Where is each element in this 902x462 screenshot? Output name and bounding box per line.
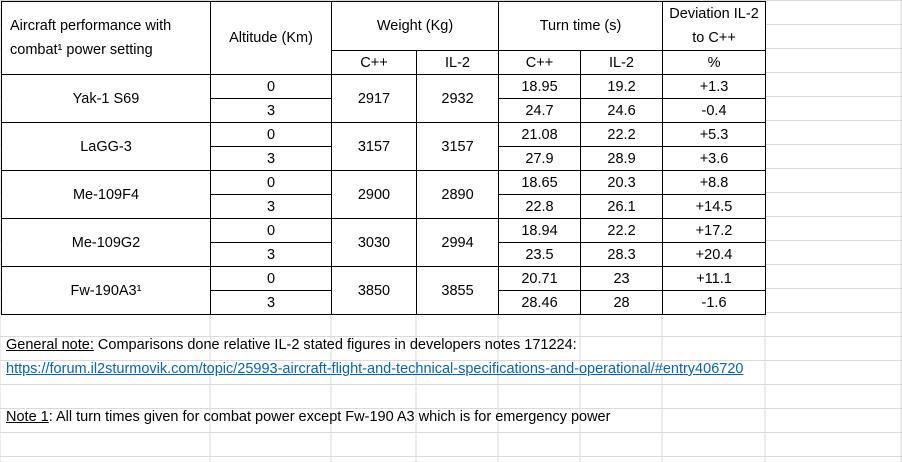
altitude-cell: 0 xyxy=(210,74,332,99)
turn-il2-cell: 28.3 xyxy=(580,242,664,267)
deviation-cell: +5.3 xyxy=(662,122,767,147)
turn-cpp-cell: 22.8 xyxy=(498,194,582,219)
altitude-cell: 3 xyxy=(210,146,332,171)
turn-il2-cell: 28 xyxy=(580,290,664,315)
reference-link[interactable]: https://forum.il2sturmovik.com/topic/259… xyxy=(6,361,744,377)
weight-cpp-cell: 3030 xyxy=(331,218,417,267)
aircraft-name-cell: Fw-190A3¹ xyxy=(1,266,211,315)
altitude-cell: 0 xyxy=(210,218,332,243)
altitude-cell: 0 xyxy=(210,122,332,147)
performance-table: Aircraft performance with combat¹ power … xyxy=(1,1,767,315)
note-1-text: : All turn times given for combat power … xyxy=(48,409,611,425)
altitude-cell: 0 xyxy=(210,266,332,291)
header-deviation: Deviation IL-2 to C++ xyxy=(662,1,767,51)
altitude-cell: 3 xyxy=(210,242,332,267)
turn-cpp-cell: 20.71 xyxy=(498,266,582,291)
general-note-text: Comparisons done relative IL-2 stated fi… xyxy=(93,337,577,353)
header-aircraft: Aircraft performance with combat¹ power … xyxy=(1,1,211,75)
weight-il2-cell: 3157 xyxy=(415,122,500,171)
turn-cpp-cell: 23.5 xyxy=(498,242,582,267)
subheader-weight-il2: IL-2 xyxy=(415,50,500,75)
deviation-cell: +1.3 xyxy=(662,74,767,99)
table-row: Yak-1 S69 0 2917 2932 18.95 19.2 +1.3 xyxy=(1,74,767,123)
header-deviation-line2: to C++ xyxy=(692,30,736,46)
altitude-cell: 3 xyxy=(210,98,332,123)
turn-il2-cell: 22.2 xyxy=(580,122,664,147)
weight-cpp-cell: 3850 xyxy=(331,266,417,315)
weight-il2-cell: 2932 xyxy=(415,74,500,123)
table-row: 3 22.8 26.1 +14.5 xyxy=(2,194,767,219)
header-aircraft-line1: Aircraft performance with xyxy=(10,18,172,34)
aircraft-name-cell: Me-109G2 xyxy=(1,218,211,267)
turn-il2-cell: 24.6 xyxy=(580,98,664,123)
deviation-cell: +20.4 xyxy=(662,242,767,267)
altitude-cell: 3 xyxy=(210,290,332,315)
turn-il2-cell: 23 xyxy=(580,266,664,291)
turn-cpp-cell: 18.65 xyxy=(498,170,582,195)
header-altitude: Altitude (Km) xyxy=(210,1,332,75)
turn-cpp-cell: 27.9 xyxy=(498,146,582,171)
reference-link-row: https://forum.il2sturmovik.com/topic/259… xyxy=(6,361,743,377)
deviation-cell: +17.2 xyxy=(662,218,767,243)
deviation-cell: +11.1 xyxy=(662,266,767,291)
deviation-cell: +3.6 xyxy=(662,146,767,171)
header-aircraft-line2: combat¹ power setting xyxy=(10,42,153,58)
table-row: LaGG-3 0 3157 3157 21.08 22.2 +5.3 xyxy=(1,122,767,171)
weight-cpp-cell: 3157 xyxy=(331,122,417,171)
subheader-turn-il2: IL-2 xyxy=(580,50,664,75)
header-weight: Weight (Kg) xyxy=(330,1,500,51)
table-row: Me-109G2 0 3030 2994 18.94 22.2 +17.2 xyxy=(1,218,767,267)
subheader-deviation: % xyxy=(662,50,767,75)
weight-cpp-cell: 2900 xyxy=(331,170,417,219)
subheader-weight-cpp: C++ xyxy=(331,50,417,75)
turn-il2-cell: 22.2 xyxy=(580,218,664,243)
aircraft-name-cell: Yak-1 S69 xyxy=(1,74,211,123)
note-1: Note 1: All turn times given for combat … xyxy=(6,409,610,425)
table-row: Fw-190A3¹ 0 3850 3855 20.71 23 +11.1 xyxy=(1,266,767,315)
general-note-label: General note: xyxy=(6,337,94,353)
turn-cpp-cell: 21.08 xyxy=(498,122,582,147)
altitude-cell: 3 xyxy=(210,194,332,219)
weight-cpp-cell: 2917 xyxy=(331,74,417,123)
weight-il2-cell: 2890 xyxy=(415,170,500,219)
header-turn-time: Turn time (s) xyxy=(498,1,664,51)
turn-cpp-cell: 24.7 xyxy=(498,98,582,123)
turn-il2-cell: 20.3 xyxy=(580,170,664,195)
deviation-cell: -1.6 xyxy=(662,290,767,315)
aircraft-name-cell: Me-109F4 xyxy=(1,170,211,219)
weight-il2-cell: 2994 xyxy=(415,218,500,267)
deviation-cell: +8.8 xyxy=(662,170,767,195)
turn-il2-cell: 26.1 xyxy=(580,194,664,219)
altitude-cell: 0 xyxy=(210,170,332,195)
deviation-cell: +14.5 xyxy=(662,194,767,219)
table-row: 3 27.9 28.9 +3.6 xyxy=(2,146,767,171)
turn-cpp-cell: 18.95 xyxy=(498,74,582,99)
turn-cpp-cell: 28.46 xyxy=(498,290,582,315)
turn-cpp-cell: 18.94 xyxy=(498,218,582,243)
subheader-turn-cpp: C++ xyxy=(498,50,582,75)
general-note: General note: Comparisons done relative … xyxy=(6,337,577,353)
turn-il2-cell: 28.9 xyxy=(580,146,664,171)
weight-il2-cell: 3855 xyxy=(415,266,500,315)
table-row: 3 24.7 24.6 -0.4 xyxy=(2,98,767,123)
deviation-cell: -0.4 xyxy=(662,98,767,123)
table-row: Me-109F4 0 2900 2890 18.65 20.3 +8.8 xyxy=(1,170,767,219)
header-deviation-line1: Deviation IL-2 xyxy=(669,6,759,22)
aircraft-name-cell: LaGG-3 xyxy=(1,122,211,171)
note-1-label: Note 1 xyxy=(6,409,49,425)
table-row: 3 28.46 28 -1.6 xyxy=(2,290,767,315)
turn-il2-cell: 19.2 xyxy=(580,74,664,99)
